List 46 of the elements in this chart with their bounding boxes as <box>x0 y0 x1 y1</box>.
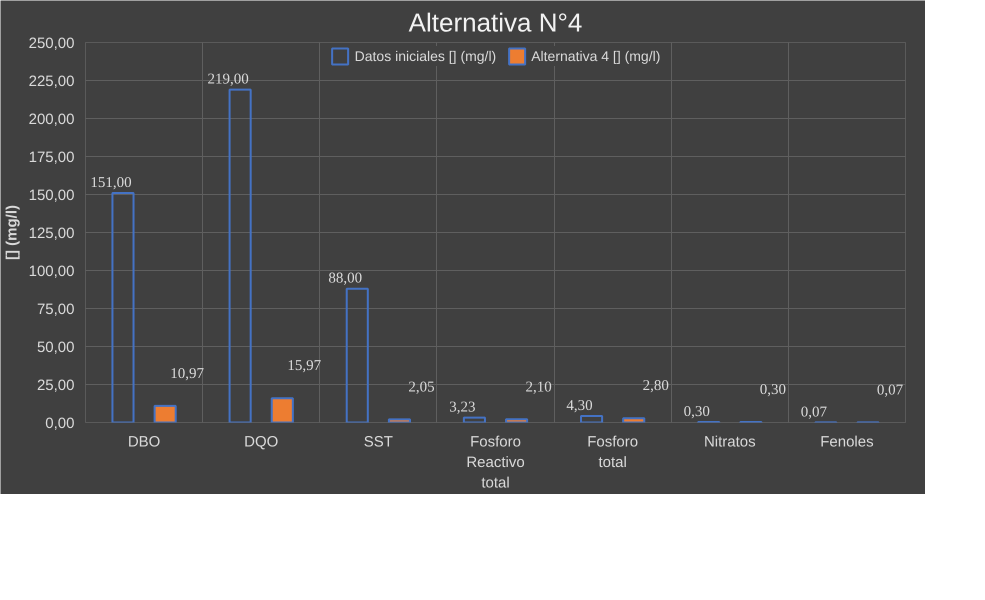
chart-title: Alternativa N°4 <box>408 8 582 38</box>
data-label: 0,07 <box>800 404 828 420</box>
data-label: 88,00 <box>328 270 362 287</box>
y-tick-label: 225,00 <box>28 73 75 90</box>
bar <box>580 414 604 422</box>
x-tick-label: Fosforo Reactivo total <box>466 434 525 492</box>
y-axis-title: [] (mg/l) <box>4 205 21 260</box>
y-tick-label: 25,00 <box>36 377 75 394</box>
data-label: 219,00 <box>208 72 249 88</box>
data-label: 15,97 <box>287 358 322 374</box>
y-tick-label: 0,00 <box>45 415 75 432</box>
data-label: 4,30 <box>566 398 593 414</box>
data-label: 0,07 <box>876 382 904 398</box>
data-label: 0,30 <box>684 404 710 420</box>
bar <box>270 397 294 422</box>
x-tick-label: SST <box>364 434 393 450</box>
data-label: 0,30 <box>760 382 786 398</box>
legend-label: Alternativa 4 [] (mg/l) <box>531 48 660 64</box>
y-tick-label: 75,00 <box>36 301 75 318</box>
y-tick-label: 125,00 <box>28 225 75 242</box>
y-tick-label: 100,00 <box>28 263 75 280</box>
bar <box>505 418 528 422</box>
x-tick-label: DBO <box>128 434 160 450</box>
y-tick-label: 50,00 <box>36 339 75 356</box>
x-tick-label: Fosforo total <box>587 434 638 471</box>
data-label: 2,10 <box>525 379 552 396</box>
data-label: 2,05 <box>408 379 435 396</box>
bar <box>346 288 369 422</box>
x-tick-label: Nitratos <box>704 434 756 450</box>
x-tick-label: DQO <box>244 434 278 450</box>
y-tick-label: 175,00 <box>28 149 75 166</box>
y-tick-label: 200,00 <box>28 111 75 128</box>
bar <box>154 404 177 422</box>
legend-label: Datos iniciales [] (mg/l) <box>354 48 496 64</box>
y-tick-label: 250,00 <box>28 35 75 52</box>
bar <box>111 192 135 422</box>
data-label: 2,80 <box>642 378 669 394</box>
data-label: 3,23 <box>449 400 476 416</box>
bar <box>388 418 411 422</box>
y-tick-label: 150,00 <box>28 187 75 204</box>
bar <box>622 417 646 422</box>
bar <box>462 416 486 422</box>
x-tick-label: Fenoles <box>820 434 874 450</box>
data-label: 10,97 <box>170 366 205 382</box>
data-label: 151,00 <box>90 174 132 191</box>
bar <box>228 88 252 422</box>
